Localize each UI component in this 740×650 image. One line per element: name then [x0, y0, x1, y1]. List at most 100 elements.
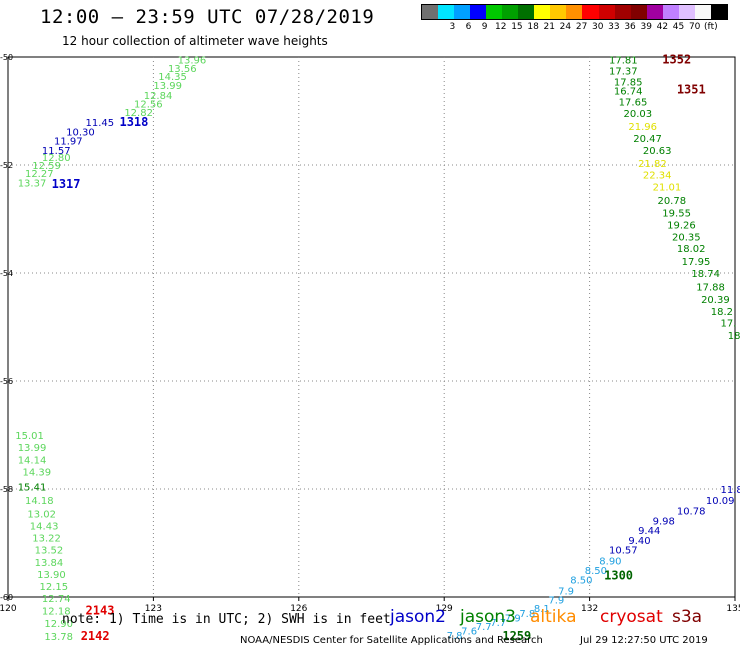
- swh-value-label: 8.1: [534, 604, 550, 615]
- color-swatch: [582, 5, 599, 19]
- swh-value-label: 15.01: [15, 431, 44, 442]
- color-swatch: [470, 5, 487, 19]
- pass-time-label: 1351: [677, 82, 706, 96]
- swh-value-label: 21.82: [638, 159, 667, 170]
- lat-tick-label: -54: [0, 269, 13, 278]
- color-scale-label: 30: [592, 22, 604, 32]
- swh-value-label: 21.96: [628, 122, 657, 133]
- map-grid: [7, 56, 736, 601]
- swh-value-label: 11.45: [86, 118, 115, 129]
- swh-value-label: 13.52: [35, 545, 64, 556]
- lat-tick-label: -58: [0, 485, 13, 494]
- swh-value-label: 12.56: [134, 99, 163, 110]
- color-swatch: [518, 5, 535, 19]
- swh-value-label: 18.74: [691, 269, 720, 280]
- swh-value-label: 11.57: [42, 146, 71, 157]
- swh-value-label: 14.43: [30, 522, 59, 533]
- color-swatch: [614, 5, 631, 19]
- swh-value-label: 7.6: [461, 626, 477, 637]
- swh-value-label: 17.85: [614, 77, 643, 88]
- swh-value-label: 13.22: [32, 534, 61, 545]
- swh-value-label: 12.27: [25, 169, 54, 180]
- color-scale-label: 70: [688, 22, 701, 32]
- color-swatch: [534, 5, 551, 19]
- swh-value-label: 13.99: [18, 443, 47, 454]
- swh-value-label: 9.98: [653, 516, 675, 527]
- swh-value-label: 16.74: [614, 86, 643, 97]
- color-scale-label: 15: [511, 22, 523, 32]
- swh-value-label: 7.7: [490, 618, 506, 629]
- pass-time-label: 1352: [662, 53, 691, 67]
- lon-tick-label: 120: [0, 604, 17, 614]
- swh-value-label: 13.78: [44, 632, 73, 643]
- pass-time-label: 2143: [86, 604, 115, 618]
- pass-time-label: 1259: [502, 629, 531, 643]
- color-scale-label: 36: [624, 22, 636, 32]
- color-scale-labels: 3 6 9 12 15 18 21 24 27 30 33 36 39 42 45 70 (ft): [421, 22, 731, 34]
- swh-value-label: 9.40: [628, 536, 650, 547]
- swh-value-label: 17.81: [609, 56, 638, 67]
- pass-time-label: 2142: [81, 629, 110, 643]
- color-swatch: [662, 5, 679, 19]
- note-text: note: 1) Time is in UTC; 2) SWH is in fe…: [62, 612, 391, 627]
- axis-tick-labels: 120 123 126 129 132 135 -50 -52 -54 -56 -58 -60: [0, 53, 740, 614]
- color-swatch: [422, 5, 439, 19]
- lon-tick-label: 123: [145, 604, 162, 614]
- pass-time-label: 1318: [119, 115, 148, 129]
- color-swatch: [454, 5, 471, 19]
- color-swatch: [438, 5, 455, 19]
- color-scale-label: 6: [465, 22, 472, 32]
- color-swatch: [598, 5, 615, 19]
- color-swatch: [710, 5, 727, 19]
- swh-value-label: 14.14: [18, 455, 47, 466]
- swh-value-label: 18.02: [677, 244, 706, 255]
- legend-cryosat: cryosat: [600, 607, 663, 627]
- color-swatch: [566, 5, 583, 19]
- page-subtitle: 12 hour collection of altimeter wave hei…: [62, 34, 328, 48]
- swh-value-label: 10.78: [677, 507, 706, 518]
- color-scale-label: 9: [481, 22, 488, 32]
- swh-value-label: 13.02: [27, 509, 56, 520]
- swh-value-label: 7.9: [505, 614, 521, 625]
- color-swatch: [502, 5, 519, 19]
- swh-value-label: 13.84: [35, 558, 64, 569]
- swh-value-label: 20.47: [633, 134, 662, 145]
- swh-value-label: 11.97: [54, 137, 83, 148]
- footer-credit: NOAA/NESDIS Center for Satellite Applica…: [240, 635, 543, 646]
- swh-value-label: 12.59: [32, 161, 61, 172]
- swh-value-label: 9.44: [638, 526, 660, 537]
- color-scale-label: 42: [656, 22, 669, 32]
- swh-value-label: 12.82: [124, 108, 153, 119]
- swh-value-label: 12.18: [42, 607, 71, 618]
- swh-value-label: 7.8: [519, 609, 535, 620]
- pass-time-label: 1317: [52, 177, 81, 191]
- footer-timestamp: Jul 29 12:27:50 UTC 2019: [580, 635, 708, 646]
- color-swatch: [486, 5, 503, 19]
- swh-value-label: 12.15: [40, 582, 69, 593]
- swh-value-label: 11.8: [720, 485, 740, 496]
- swh-value-label: 15.41: [18, 482, 47, 493]
- map-frame: [7, 56, 736, 598]
- color-swatch: [630, 5, 647, 19]
- color-scale-label: 45: [672, 22, 685, 32]
- lon-tick-label: 132: [581, 604, 598, 614]
- swh-value-label: 13.37: [18, 178, 47, 189]
- swh-value-label: 21.01: [653, 183, 682, 194]
- color-scale-bar: [421, 4, 728, 20]
- lon-tick-label: 135: [726, 604, 740, 614]
- color-scale-label: 24: [559, 22, 572, 32]
- swh-value-label: 17.37: [609, 67, 638, 78]
- swh-value-label: 17.88: [696, 283, 725, 294]
- color-scale-label: 39: [640, 22, 652, 32]
- swh-value-label: 13.96: [178, 56, 207, 67]
- swh-value-label: 12.84: [144, 91, 173, 102]
- color-swatch: [550, 5, 567, 19]
- legend-altika: altika: [530, 607, 577, 627]
- swh-value-label: 19.26: [667, 220, 696, 231]
- swh-value-label: 7.9: [548, 596, 564, 607]
- swh-value-label: 12.74: [42, 594, 71, 605]
- swh-value-label: 18: [728, 331, 740, 342]
- lat-tick-label: -60: [0, 593, 13, 602]
- swh-value-label: 13.56: [168, 64, 197, 75]
